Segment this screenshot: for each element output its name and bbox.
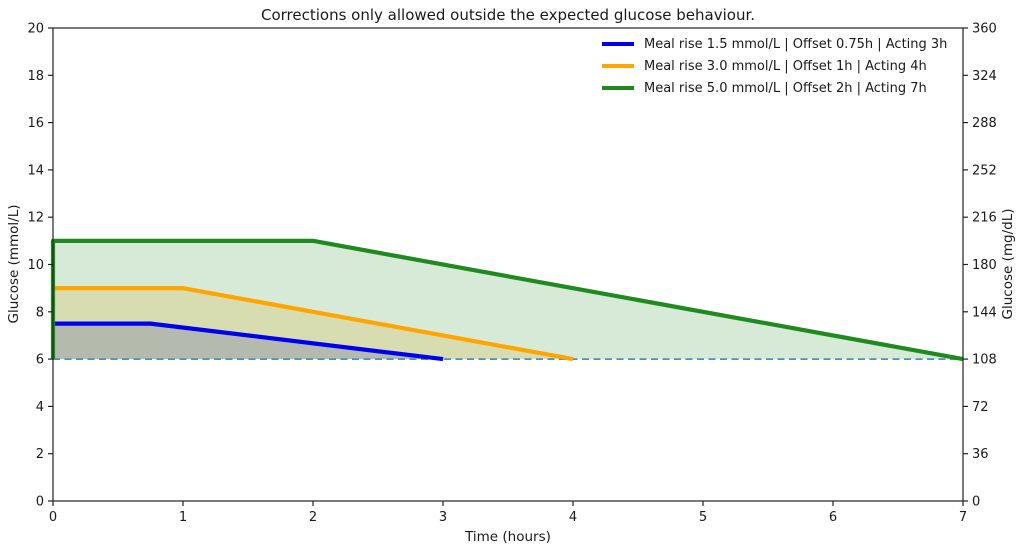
x-tick-label: 5 [699,510,707,525]
legend-item: Meal rise 1.5 mmol/L | Offset 0.75h | Ac… [602,33,947,55]
series-fill-1 [53,288,573,360]
y-right-tick-label: 252 [972,163,997,178]
series-fill-0 [53,323,443,360]
y-right-tick-label: 324 [972,69,997,84]
legend-line-swatch-blue [602,42,634,46]
y-left-tick-label: 2 [36,447,44,462]
y-left-tick-label: 16 [27,116,44,131]
y-right-tick-label: 108 [972,353,997,368]
y-left-tick-label: 12 [27,211,44,226]
y-left-tick-label: 8 [36,305,44,320]
series-line-1 [53,286,574,362]
y-left-tick-label: 20 [27,22,44,37]
y-right-tick-label: 360 [972,22,997,37]
y-right-tick-label: 144 [972,305,997,320]
y-left-tick-label: 10 [27,258,44,273]
x-tick-label: 2 [309,510,317,525]
y-left-tick-label: 0 [36,495,44,510]
series-fills [53,240,963,360]
y-left-tick-label: 6 [36,353,44,368]
legend-label: Meal rise 5.0 mmol/L | Offset 2h | Actin… [644,80,927,96]
legend-item: Meal rise 3.0 mmol/L | Offset 1h | Actin… [602,55,947,77]
series-line-0 [53,321,444,362]
y-right-tick-label: 36 [972,447,989,462]
legend-label: Meal rise 1.5 mmol/L | Offset 0.75h | Ac… [644,36,948,52]
x-tick-label: 6 [829,510,837,525]
x-axis-label: Time (hours) [465,529,551,545]
x-tick-label: 3 [439,510,447,525]
y-axis-label-left: Glucose (mmol/L) [6,204,22,324]
y-axis-label-right: Glucose (mg/dL) [1000,208,1016,320]
y-right-tick-label: 216 [972,211,997,226]
x-tick-label: 7 [959,510,967,525]
legend-line-swatch-orange [602,64,634,68]
series-fill-2 [53,240,963,360]
y-right-tick-label: 180 [972,258,997,273]
x-tick-label: 1 [179,510,187,525]
x-tick-label: 4 [569,510,577,525]
legend-line-swatch-green [602,86,634,90]
axis-ticks: 0 1 2 3 4 5 6 702468101214161820036721081441802… [27,22,996,526]
x-tick-label: 0 [49,510,57,525]
y-left-tick-label: 4 [36,400,44,415]
y-right-tick-label: 0 [972,495,980,510]
y-left-tick-label: 14 [27,163,44,178]
y-right-tick-label: 72 [972,400,989,415]
legend: Meal rise 1.5 mmol/L | Offset 0.75h | Ac… [602,33,947,99]
chart-title: Corrections only allowed outside the exp… [260,6,756,24]
y-left-tick-label: 18 [27,69,44,84]
y-right-tick-label: 288 [972,116,997,131]
legend-item: Meal rise 5.0 mmol/L | Offset 2h | Actin… [602,77,947,99]
legend-label: Meal rise 3.0 mmol/L | Offset 1h | Actin… [644,58,927,74]
